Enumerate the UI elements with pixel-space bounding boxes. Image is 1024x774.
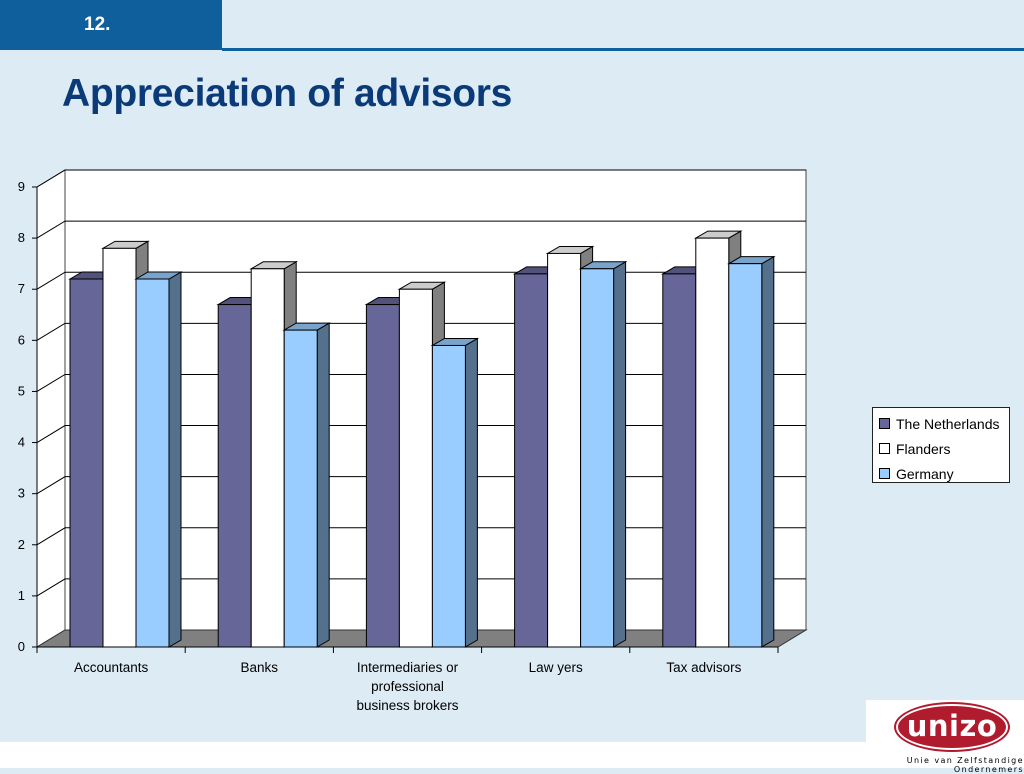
y-tick-label: 4 xyxy=(18,435,25,450)
bar-side xyxy=(464,337,478,648)
legend-label: Germany xyxy=(896,465,954,482)
bar xyxy=(217,304,252,648)
bar xyxy=(728,263,763,648)
bar-side xyxy=(761,255,775,648)
y-tick-label: 3 xyxy=(18,486,25,501)
unizo-logo: unizo Unie van Zelfstandige Ondernemers xyxy=(866,700,1024,774)
slide-number-block xyxy=(0,0,222,50)
logo-oval: unizo xyxy=(896,704,1008,750)
legend-item-germany: Germany xyxy=(879,461,1009,486)
header-rule xyxy=(222,48,1024,51)
legend-item-flanders: Flanders xyxy=(879,436,1009,461)
bar-side xyxy=(316,322,330,648)
y-tick-label: 0 xyxy=(18,639,25,654)
y-tick-label: 2 xyxy=(18,537,25,552)
bar xyxy=(250,268,285,648)
x-tick-label: Tax advisors xyxy=(666,660,741,675)
bar xyxy=(283,329,318,648)
legend-swatch xyxy=(879,468,890,479)
slide-number: 12. xyxy=(84,14,111,35)
bar xyxy=(102,247,137,648)
y-tick-label: 9 xyxy=(18,179,25,194)
y-tick-label: 1 xyxy=(18,588,25,603)
y-tick-label: 7 xyxy=(18,281,25,296)
x-tick-label: Banks xyxy=(241,660,279,675)
bar xyxy=(431,344,466,648)
gridline xyxy=(36,220,806,239)
x-tick-label: business brokers xyxy=(356,698,458,713)
legend-swatch xyxy=(879,418,890,429)
x-tick-label: professional xyxy=(371,679,444,694)
bar xyxy=(69,278,104,648)
bar-side xyxy=(613,260,627,648)
chart-side-wall xyxy=(36,169,66,648)
x-tick-label: Accountants xyxy=(74,660,149,675)
bar xyxy=(135,278,170,648)
y-tick-label: 8 xyxy=(18,230,25,245)
logo-wordmark: unizo xyxy=(906,709,998,743)
chart-legend: The Netherlands Flanders Germany xyxy=(872,407,1010,483)
legend-label: Flanders xyxy=(896,440,951,457)
x-tick-label: Intermediaries or xyxy=(357,660,459,675)
bar xyxy=(365,304,400,648)
bar xyxy=(580,268,615,648)
x-tick-label: Law yers xyxy=(529,660,583,675)
bar xyxy=(514,273,549,648)
bar xyxy=(398,288,433,648)
header-band: 12. xyxy=(0,0,1024,52)
legend-swatch xyxy=(879,443,890,454)
legend-label: The Netherlands xyxy=(896,415,1000,432)
gridline xyxy=(36,169,806,188)
bar xyxy=(547,252,582,648)
slide-title: Appreciation of advisors xyxy=(62,72,513,115)
legend-item-the-netherlands: The Netherlands xyxy=(879,411,1009,436)
logo-tagline: Unie van Zelfstandige Ondernemers xyxy=(906,756,1024,774)
y-tick-label: 6 xyxy=(18,332,25,347)
bar-side xyxy=(168,271,182,648)
bar xyxy=(695,237,730,648)
footer-strip xyxy=(0,742,1024,768)
bar xyxy=(662,273,697,648)
y-tick-label: 5 xyxy=(18,383,25,398)
